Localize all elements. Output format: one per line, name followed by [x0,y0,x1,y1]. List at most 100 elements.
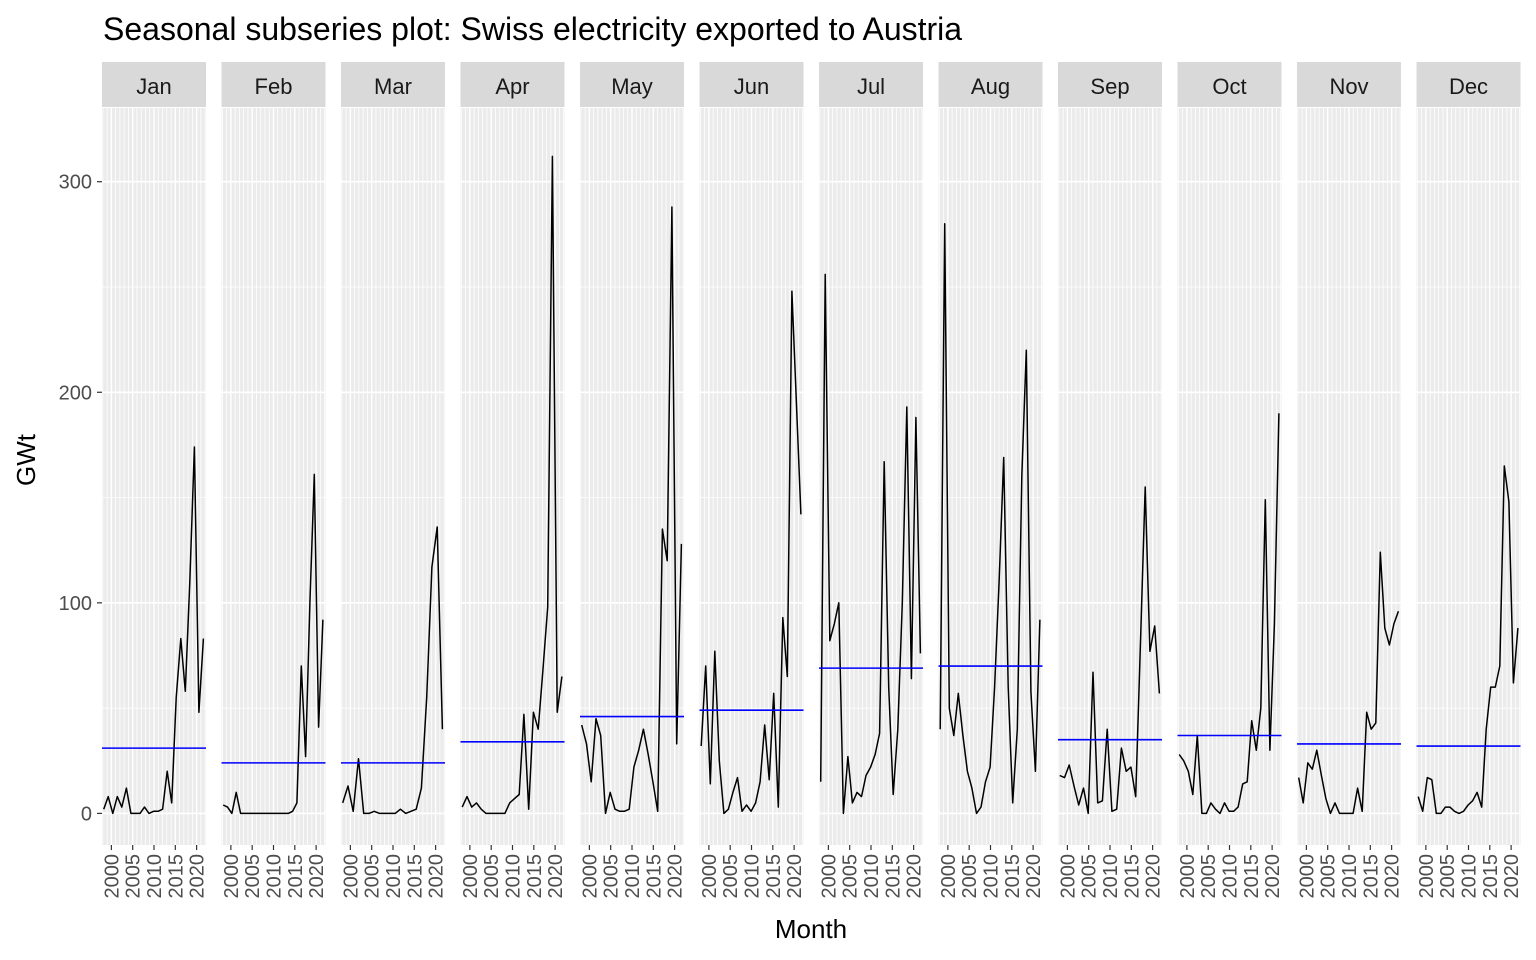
x-tick-label: 2015 [1360,854,1382,899]
x-tick-label: 2020 [306,854,328,899]
x-tick-label: 2000 [1416,854,1438,899]
x-tick-label: 2020 [545,854,567,899]
panel-strip [819,62,923,107]
series-line-dec [1417,465,1519,815]
panel-jul: Jul 2000 2005 2010 2015 2020 [818,62,926,899]
x-tick-label: 2020 [784,854,806,899]
panel-jan: Jan 2000 2005 2010 2015 2020 [101,62,209,899]
series-line-feb [222,473,324,815]
x-tick-label: 2010 [1100,854,1122,899]
x-tick-label: 2015 [1480,854,1502,899]
panel-strip [1058,62,1162,107]
x-tick-label: 2005 [1318,854,1340,899]
series-line-may [580,206,683,815]
panel-dec: Dec 2000 2005 2010 2015 2020 [1416,62,1523,899]
y-axis: 0 100 200 300 [59,172,102,825]
x-tick-label: 2000 [101,854,123,899]
x-tick-label: 2005 [242,854,264,899]
x-tick-label: 2020 [187,854,209,899]
panel-strip-label: Jul [857,74,885,99]
x-tick-label: 2010 [503,854,525,899]
x-tick-label: 2010 [742,854,764,899]
series-line-mar [341,526,444,815]
x-tick-label: 2015 [165,854,187,899]
x-tick-label: 2020 [426,854,448,899]
x-tick-label: 2015 [1121,854,1143,899]
x-tick-label: 2000 [340,854,362,899]
x-tick-label: 2020 [1382,854,1404,899]
panel-strip-label: Jan [136,74,171,99]
panel-apr: Apr 2000 2005 2010 2015 2020 [460,62,567,899]
panel-strip-label: Mar [374,74,412,99]
panel-strip-label: Nov [1329,74,1368,99]
x-tick-label: 2010 [622,854,644,899]
panel-strip-label: Feb [255,74,293,99]
x-tick-label: 2015 [643,854,665,899]
x-tick-label: 2010 [383,854,405,899]
panel-strip [1177,62,1282,107]
series-line-jan [102,446,205,815]
panel-aug: Aug 2000 2005 2010 2015 2020 [938,62,1045,899]
x-tick-label: 2010 [1339,854,1361,899]
panel-nov: Nov 2000 2005 2010 2015 2020 [1296,62,1404,899]
x-tick-label: 2020 [1262,854,1284,899]
x-tick-label: 2020 [665,854,687,899]
x-axis-title: Month [775,914,847,944]
series-line-nov [1297,551,1400,815]
panel-strip [580,62,684,107]
y-tick-label: 0 [81,803,92,825]
x-tick-label: 2005 [959,854,981,899]
x-tick-label: 2000 [1057,854,1079,899]
x-tick-label: 2010 [144,854,166,899]
x-tick-label: 2005 [1437,854,1459,899]
x-tick-label: 2000 [460,854,482,899]
x-tick-label: 2005 [720,854,742,899]
x-tick-label: 2000 [1296,854,1318,899]
x-tick-label: 2000 [818,854,840,899]
panel-strip [1416,62,1521,107]
x-tick-label: 2005 [1079,854,1101,899]
chart-title: Seasonal subseries plot: Swiss electrici… [103,11,962,47]
panel-strip [699,62,804,107]
x-tick-label: 2020 [1023,854,1045,899]
x-tick-label: 2015 [763,854,785,899]
x-tick-label: 2005 [601,854,623,899]
panel-strip-label: Apr [495,74,529,99]
series-line-sep [1059,486,1161,815]
panel-mar: Mar 2000 2005 2010 2015 2020 [340,62,448,899]
x-tick-label: 2015 [404,854,426,899]
panel-sep: Sep 2000 2005 2010 2015 2020 [1057,62,1165,899]
panel-may: May 2000 2005 2010 2015 2020 [579,62,687,899]
x-tick-label: 2010 [861,854,883,899]
panel-strip-label: May [611,74,653,99]
x-tick-label: 2000 [699,854,721,899]
x-tick-label: 2005 [123,854,145,899]
y-tick-label: 300 [59,172,92,194]
x-tick-label: 2015 [524,854,546,899]
series-line-aug [939,223,1041,815]
y-axis-title: GWt [11,433,41,486]
panel-strip [938,62,1043,107]
x-tick-label: 2010 [264,854,286,899]
series-line-apr [461,155,563,815]
panel-strip-label: Oct [1212,74,1246,99]
x-tick-label: 2005 [481,854,503,899]
panel-strip [460,62,565,107]
x-tick-label: 2015 [1241,854,1263,899]
series-line-oct [1178,413,1280,815]
panel-strip [102,62,206,107]
x-tick-label: 2020 [1143,854,1165,899]
x-tick-label: 2010 [981,854,1003,899]
x-tick-label: 2005 [1198,854,1220,899]
x-tick-label: 2015 [1002,854,1024,899]
x-tick-label: 2000 [579,854,601,899]
x-tick-label: 2005 [362,854,384,899]
panel-strip-label: Dec [1449,74,1488,99]
x-tick-label: 2000 [221,854,243,899]
x-tick-label: 2000 [1177,854,1199,899]
panel-strip [1297,62,1401,107]
x-tick-label: 2005 [840,854,862,899]
panel-jun: Jun 2000 2005 2010 2015 2020 [699,62,806,899]
y-tick-label: 200 [59,382,92,404]
